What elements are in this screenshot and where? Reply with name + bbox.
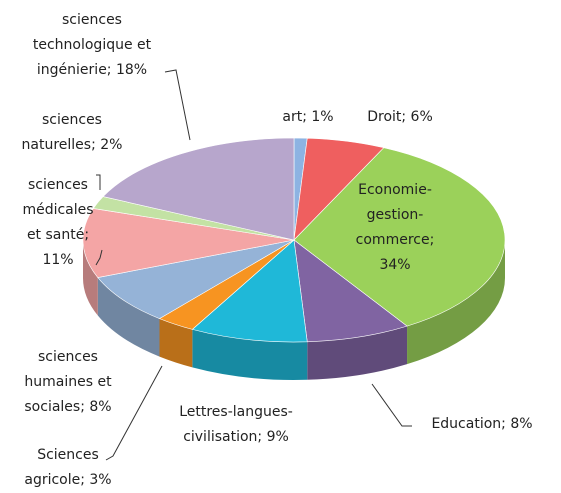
data-label: Education; 8% — [431, 416, 532, 432]
data-label-line: sciences — [42, 112, 102, 128]
data-label-line: sciences — [62, 12, 122, 28]
slice-side — [159, 318, 193, 368]
data-label: Sciences agricole; 3% — [24, 447, 111, 488]
data-label-line: humaines et — [24, 374, 112, 390]
data-label-line: commerce; — [356, 232, 435, 248]
slice-side — [307, 326, 408, 380]
slice — [293, 147, 506, 327]
data-label-line: naturelles; 2% — [22, 137, 123, 153]
data-label: sciences technologique et ingénierie; 18% — [33, 12, 152, 78]
leader-line — [164, 69, 191, 141]
slice — [97, 239, 295, 319]
slice-side — [407, 240, 505, 365]
data-label-line: sciences — [38, 349, 98, 365]
data-label-line: Lettres-langues- — [179, 404, 293, 420]
data-label: Droit; 6% — [367, 109, 433, 125]
data-label: art; 1% — [282, 109, 333, 125]
data-label-line: agricole; 3% — [24, 472, 111, 488]
data-label-line: sciences — [28, 177, 88, 193]
data-label: Economie-gestion-commerce; 34% — [356, 182, 435, 273]
data-label: sciences médicales et santé; 11% — [22, 177, 93, 268]
data-label-line: 34% — [379, 257, 410, 273]
data-label-line: ingénierie; 18% — [37, 62, 147, 78]
slice-side — [97, 277, 160, 357]
data-label: sciences naturelles; 2% — [22, 112, 123, 153]
leader-line — [95, 249, 103, 266]
slice — [293, 239, 408, 343]
leader-line — [371, 383, 412, 427]
data-label-line: Education; 8% — [431, 416, 532, 432]
data-label-line: Droit; 6% — [367, 109, 433, 125]
data-label-line: 11% — [42, 252, 73, 268]
slice — [102, 137, 295, 241]
slice — [82, 208, 295, 278]
slice-side — [83, 240, 98, 316]
data-label: sciences humaines et sociales; 8% — [24, 349, 112, 415]
data-label-line: civilisation; 9% — [183, 429, 289, 445]
data-label: Lettres-langues-civilisation; 9% — [179, 404, 293, 445]
data-label-line: sociales; 8% — [24, 399, 111, 415]
slice — [191, 239, 308, 343]
data-label-line: gestion- — [367, 207, 424, 223]
data-label-line: et santé; — [27, 227, 89, 243]
leader-line — [96, 174, 101, 190]
data-label-line: médicales — [22, 202, 93, 218]
data-label-line: Economie- — [358, 182, 432, 198]
data-label-line: technologique et — [33, 37, 152, 53]
data-label-line: Sciences — [37, 447, 99, 463]
leader-line — [105, 365, 163, 461]
data-label-line: art; 1% — [282, 109, 333, 125]
